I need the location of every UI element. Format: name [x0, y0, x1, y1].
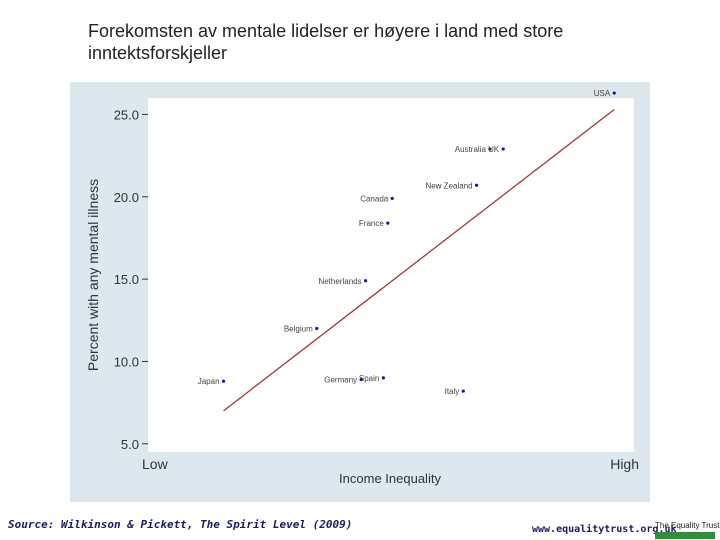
- point-label: New Zealand: [425, 181, 472, 190]
- data-point: [501, 147, 505, 151]
- point-label: France: [359, 219, 384, 228]
- y-tick-label: 5.0: [121, 437, 139, 452]
- y-tick-label: 15.0: [114, 272, 139, 287]
- website-link[interactable]: www.equalitytrust.org.uk: [532, 524, 677, 535]
- y-tick-label: 10.0: [114, 354, 139, 369]
- data-point: [359, 377, 363, 382]
- data-point: [315, 326, 319, 331]
- source-citation: Source: Wilkinson & Pickett, The Spirit …: [8, 518, 353, 531]
- point-label: Canada: [360, 194, 389, 203]
- logo-text: The Equality Trust: [655, 521, 720, 530]
- slide-title: Forekomsten av mentale lidelser er høyer…: [88, 21, 564, 63]
- point-label: Netherlands: [318, 277, 361, 286]
- x-tick-label-high: High: [610, 456, 639, 472]
- data-point: [386, 221, 390, 225]
- point-label: Australia: [455, 145, 487, 154]
- trend-line: [223, 109, 615, 412]
- equality-trust-logo: The Equality Trust: [655, 518, 720, 540]
- data-point: [364, 279, 368, 283]
- scatter-chart: Percent with any mental illness Income I…: [85, 89, 639, 486]
- data-point: [461, 389, 465, 393]
- point-label: Belgium: [284, 325, 313, 334]
- x-tick-label-low: Low: [142, 456, 169, 472]
- point-label: Japan: [198, 377, 220, 386]
- point-label: UK: [488, 145, 500, 154]
- point-label: USA: [594, 89, 611, 98]
- data-point: [488, 147, 492, 151]
- data-point: [612, 91, 616, 95]
- data-point: [221, 379, 226, 383]
- data-point: [381, 376, 385, 380]
- data-point: [390, 196, 394, 201]
- point-label: Italy: [445, 387, 460, 396]
- y-tick-label: 25.0: [114, 107, 139, 122]
- y-tick-label: 20.0: [114, 190, 139, 205]
- point-label: Spain: [359, 374, 379, 383]
- chart-frame: Percent with any mental illness Income I…: [70, 82, 650, 502]
- data-point: [475, 183, 479, 187]
- x-axis-label: Income Inequality: [339, 471, 441, 486]
- logo-bar: [655, 532, 715, 539]
- y-axis-label: Percent with any mental illness: [85, 179, 101, 371]
- point-label: Germany: [324, 376, 357, 385]
